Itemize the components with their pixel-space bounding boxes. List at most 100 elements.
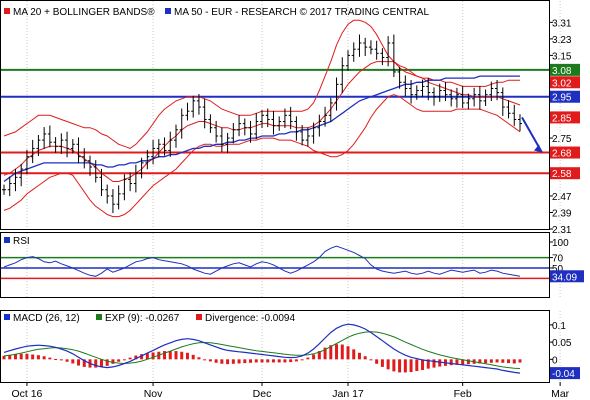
divergence-bar <box>48 357 52 360</box>
price-bar <box>116 185 121 210</box>
price-bar <box>174 124 178 148</box>
divergence-bar <box>495 359 499 363</box>
divergence-bar <box>300 359 304 361</box>
price-bar <box>70 139 75 154</box>
price-bar <box>368 40 373 55</box>
divergence-bar <box>289 359 293 363</box>
rsi-panel-frame <box>0 232 550 298</box>
price-bar <box>495 79 500 101</box>
price-bar <box>277 116 282 131</box>
price-bar <box>397 66 402 89</box>
price-legend: MA 20 + BOLLINGER BANDS® MA 50 - EUR - R… <box>4 7 429 18</box>
divergence-bar <box>99 359 103 367</box>
divergence-bar <box>2 355 6 360</box>
price-bar <box>122 174 127 201</box>
price-bar <box>409 79 414 104</box>
price-bar <box>59 133 64 154</box>
legend-marker-macd <box>4 314 10 320</box>
divergence-bar <box>363 356 367 360</box>
price-bar <box>271 110 276 135</box>
divergence-bar <box>312 354 316 360</box>
price-layer <box>1 19 549 218</box>
rsi-last-value: 34.09 <box>552 272 577 283</box>
divergence-bar <box>71 359 75 364</box>
price-tick-label: 2.47 <box>552 192 572 203</box>
price-bar <box>512 104 517 126</box>
price-bar <box>156 139 161 158</box>
rsi-last-badge <box>550 270 584 283</box>
legend-marker-rsi <box>4 237 10 243</box>
level-badge-2.68 <box>550 146 580 159</box>
price-bar <box>489 81 494 102</box>
macd-panel-frame <box>0 310 550 383</box>
price-bar <box>128 172 133 192</box>
divergence-bar <box>254 359 258 363</box>
divergence-bar <box>357 352 361 360</box>
price-bar <box>518 114 522 132</box>
divergence-bar <box>484 359 488 364</box>
divergence-bar <box>117 359 121 362</box>
divergence-bar <box>386 359 390 370</box>
divergence-bar <box>105 359 109 366</box>
x-tick-label: Oct 16 <box>11 388 42 400</box>
legend-marker-ma50 <box>165 8 171 14</box>
divergence-bar <box>65 359 69 362</box>
divergence-bar <box>323 347 327 360</box>
price-bar <box>7 176 12 197</box>
price-bar <box>139 157 144 179</box>
price-bar <box>506 100 511 119</box>
macd-signal-line <box>3 331 521 369</box>
price-bar <box>36 134 41 157</box>
divergence-bar <box>455 359 459 365</box>
price-bar <box>346 50 350 71</box>
divergence-bar <box>203 359 207 361</box>
level-badge-text-2.68: 2.68 <box>552 149 572 160</box>
divergence-bar <box>237 359 241 364</box>
x-tick-label: Mar <box>551 388 570 400</box>
divergence-bar <box>31 354 35 360</box>
divergence-bar <box>266 359 270 363</box>
price-bar <box>242 118 247 136</box>
price-bar <box>53 137 58 153</box>
level-badge-text-3.08: 3.08 <box>552 66 572 77</box>
price-bar <box>19 163 24 187</box>
divergence-bar <box>231 359 235 364</box>
price-bar <box>265 108 270 128</box>
price-bar <box>42 127 47 150</box>
divergence-bar <box>134 355 138 360</box>
price-bar <box>351 42 356 62</box>
price-bar <box>88 155 92 176</box>
divergence-bar <box>140 354 144 360</box>
price-bar <box>317 114 322 137</box>
price-bar <box>477 86 482 110</box>
divergence-bar <box>466 359 470 365</box>
level-badge-2.58 <box>550 167 580 180</box>
price-bar <box>328 97 333 122</box>
divergence-bar <box>163 351 167 360</box>
price-bar <box>357 34 362 57</box>
legend-exp: EXP (9): -0.0267 <box>105 313 180 324</box>
rsi-tick-label: 50 <box>552 264 564 275</box>
divergence-bar <box>8 354 12 360</box>
price-bar <box>483 89 488 107</box>
level-badge-2.85 <box>550 111 580 124</box>
rsi-line <box>3 245 521 277</box>
divergence-bar <box>398 359 402 373</box>
divergence-bar <box>306 357 310 360</box>
price-bar <box>24 149 29 175</box>
divergence-bar <box>226 359 230 365</box>
price-bar <box>145 149 150 170</box>
price-bar <box>374 40 379 60</box>
divergence-bar <box>294 359 298 362</box>
divergence-bar <box>249 359 253 363</box>
price-bar <box>340 57 345 94</box>
price-bar <box>500 87 505 116</box>
divergence-bar <box>283 359 287 363</box>
divergence-bar <box>340 344 344 360</box>
price-bar <box>426 77 431 101</box>
price-bar <box>420 79 425 97</box>
divergence-bar <box>392 359 396 372</box>
divergence-bar <box>432 359 436 368</box>
price-bar <box>403 75 408 97</box>
